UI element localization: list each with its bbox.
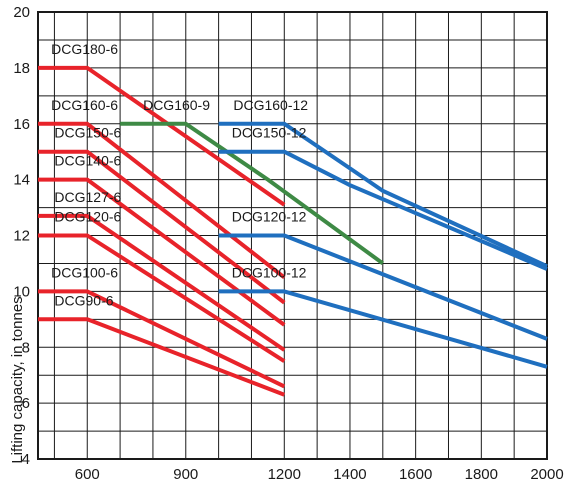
series-line-dcg127-6	[38, 213, 286, 352]
series-line-dcg90-6	[38, 317, 286, 397]
y-tick-label: 14	[13, 172, 30, 189]
series-label-dcg100-12: DCG100-12	[232, 264, 307, 280]
series-line-dcg180-6	[38, 65, 286, 207]
series-label-dcg160-6: DCG160-6	[51, 97, 118, 113]
x-tick-label: 600	[75, 466, 100, 483]
series-line-dcg150-6	[38, 149, 286, 305]
series-label-dcg90-6: DCG90-6	[54, 292, 113, 308]
y-tick-label: 16	[13, 116, 30, 133]
y-tick-label: 6	[22, 395, 30, 412]
series-label-dcg120-12: DCG120-12	[232, 209, 307, 225]
x-tick-label: 1800	[465, 466, 498, 483]
y-tick-label: 12	[13, 228, 30, 245]
x-tick-label: 1400	[333, 466, 366, 483]
series-line-dcg100-6	[38, 289, 286, 389]
series-labels: DCG180-6 DCG160-6 DCG150-6 DCG140-6 DCG127-6…	[51, 41, 308, 308]
x-tick-label: 2000	[530, 466, 563, 483]
series-label-dcg160-12: DCG160-12	[233, 97, 308, 113]
y-tick-label: 20	[13, 4, 30, 21]
y-tick-label: 10	[13, 283, 30, 300]
series-label-dcg140-6: DCG140-6	[54, 153, 121, 169]
series-line-dcg160-12	[218, 121, 548, 269]
series-label-dcg150-12: DCG150-12	[232, 125, 307, 141]
x-tick-label: 900	[173, 466, 198, 483]
series-label-dcg160-9: DCG160-9	[143, 97, 210, 113]
x-tick-label: 1200	[268, 466, 301, 483]
axis-ticks: 4 6 8 10 12 14 16 18 20 600 900 1200 1400 1600 1800 200…	[13, 4, 563, 483]
series-label-dcg120-6: DCG120-6	[54, 209, 121, 225]
series-label-dcg180-6: DCG180-6	[51, 41, 118, 57]
series-line-dcg100-12	[218, 289, 548, 369]
y-axis-label: Lifting capacity, in tonnes	[9, 296, 26, 463]
series-line-dcg120-6	[38, 233, 286, 363]
series-label-dcg127-6: DCG127-6	[54, 189, 121, 205]
series-label-dcg100-6: DCG100-6	[51, 264, 118, 280]
series-lines	[38, 65, 548, 397]
y-tick-label: 4	[22, 451, 30, 468]
y-tick-label: 8	[22, 339, 30, 356]
series-line-dcg140-6	[38, 177, 286, 327]
y-tick-label: 18	[13, 60, 30, 77]
series-label-dcg150-6: DCG150-6	[54, 125, 121, 141]
x-tick-label: 1600	[399, 466, 432, 483]
series-line-dcg150-12	[218, 149, 548, 271]
series-line-dcg160-6	[38, 121, 286, 279]
series-line-dcg120-12	[218, 233, 548, 341]
